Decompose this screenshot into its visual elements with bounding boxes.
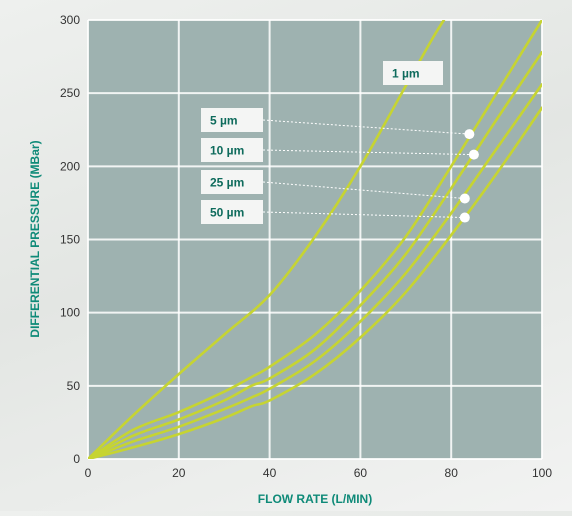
data-lines xyxy=(88,20,542,459)
series-label-50mum: 50 µm xyxy=(210,206,244,220)
marker-dot-10mum xyxy=(468,149,479,160)
x-tick-label: 100 xyxy=(532,466,552,480)
series-label-5mum: 5 µm xyxy=(210,114,238,128)
marker-dot-25mum xyxy=(459,193,470,204)
x-tick-label: 0 xyxy=(85,466,92,480)
series-line-5mum xyxy=(88,20,542,459)
series-labels: 1 µm 5 µm 10 µm 25 µm 50 µm xyxy=(201,61,479,224)
label-box-1mum xyxy=(383,61,443,85)
series-line-1mum xyxy=(88,20,446,459)
y-tick-label: 50 xyxy=(67,379,81,393)
marker-dot-5mum xyxy=(464,129,475,140)
label-box-25mum xyxy=(201,170,263,194)
leader-line-50mum xyxy=(262,211,465,219)
y-tick-label: 200 xyxy=(60,159,80,173)
y-tick-label: 100 xyxy=(60,306,80,320)
y-axis-title: DIFFERENTIAL PRESSURE (MBar) xyxy=(28,140,42,337)
series-label-1mum: 1 µm xyxy=(392,67,420,81)
series-label-25mum: 25 µm xyxy=(210,176,244,190)
series-label-10mum: 10 µm xyxy=(210,144,244,158)
leader-line-25mum xyxy=(262,181,465,200)
x-tick-label: 40 xyxy=(263,466,277,480)
y-tick-label: 0 xyxy=(73,452,80,466)
y-tick-label: 250 xyxy=(60,86,80,100)
series-line-10mum xyxy=(88,50,542,459)
y-tick-label: 300 xyxy=(60,13,80,27)
label-box-10mum xyxy=(201,138,263,162)
x-axis-title: FLOW RATE (L/MIN) xyxy=(258,492,372,506)
series-line-50mum xyxy=(88,106,542,459)
axis-layer: 0 20 40 60 80 100 0 50 100 150 200 250 300 xyxy=(60,13,552,480)
x-tick-label: 60 xyxy=(354,466,368,480)
leader-line-5mum xyxy=(262,119,470,135)
x-tick-label: 20 xyxy=(172,466,186,480)
leader-line-10mum xyxy=(262,149,474,156)
x-tick-label: 80 xyxy=(445,466,459,480)
label-box-5mum xyxy=(201,108,263,132)
marker-dot-50mum xyxy=(459,212,470,223)
label-box-50mum xyxy=(201,200,263,224)
y-tick-label: 150 xyxy=(60,233,80,247)
